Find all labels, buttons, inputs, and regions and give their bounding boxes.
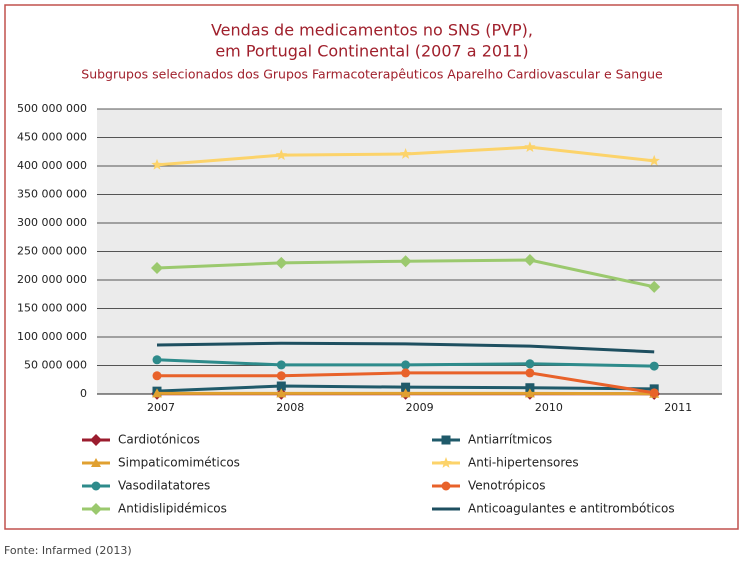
- legend-label: Vasodilatatores: [118, 479, 210, 493]
- marker: [153, 371, 162, 380]
- y-tick-label: 350 000 000: [17, 188, 87, 201]
- legend-label: Anti-hipertensores: [468, 456, 579, 470]
- x-tick-label: 2010: [535, 401, 563, 414]
- legend-marker: [442, 436, 451, 445]
- chart-subtitle: Subgrupos selecionados dos Grupos Farmac…: [81, 67, 663, 82]
- marker: [277, 371, 286, 380]
- marker: [525, 359, 534, 368]
- chart-title: Vendas de medicamentos no SNS (PVP),: [211, 21, 533, 40]
- marker: [401, 368, 410, 377]
- source: Fonte: Infarmed (2013): [4, 544, 132, 557]
- marker: [525, 368, 534, 377]
- legend-label: Simpaticomiméticos: [118, 456, 240, 470]
- legend-marker: [442, 482, 451, 491]
- y-tick-label: 400 000 000: [17, 159, 87, 172]
- y-tick-label: 450 000 000: [17, 131, 87, 144]
- y-tick-label: 100 000 000: [17, 330, 87, 343]
- marker: [650, 362, 659, 371]
- y-tick-label: 0: [80, 387, 87, 400]
- y-tick-label: 500 000 000: [17, 102, 87, 115]
- x-tick-label: 2008: [276, 401, 304, 414]
- legend-label: Anticoagulantes e antitrombóticos: [468, 502, 675, 516]
- legend-label: Antiarrítmicos: [468, 433, 552, 447]
- marker: [401, 360, 410, 369]
- y-tick-label: 250 000 000: [17, 245, 87, 258]
- legend-label: Antidislipidémicos: [118, 502, 227, 516]
- y-tick-label: 150 000 000: [17, 302, 87, 315]
- x-tick-label: 2009: [406, 401, 434, 414]
- chart-title: em Portugal Continental (2007 a 2011): [215, 42, 528, 61]
- legend-label: Venotrópicos: [468, 479, 545, 493]
- marker: [650, 388, 659, 397]
- marker: [153, 355, 162, 364]
- y-tick-label: 200 000 000: [17, 273, 87, 286]
- y-tick-label: 50 000 000: [24, 359, 87, 372]
- legend-label: Cardiotónicos: [118, 433, 200, 447]
- x-tick-label: 2007: [147, 401, 175, 414]
- y-tick-label: 300 000 000: [17, 216, 87, 229]
- marker: [277, 360, 286, 369]
- x-tick-label: 2011: [664, 401, 692, 414]
- legend-marker: [92, 482, 101, 491]
